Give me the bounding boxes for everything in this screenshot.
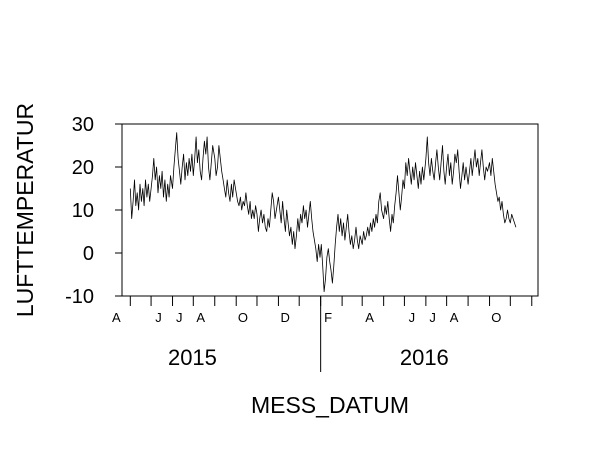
y-axis-label: LUFTTEMPERATUR bbox=[12, 103, 38, 317]
plot-frame bbox=[121, 123, 539, 297]
x-tick-label: J bbox=[176, 310, 183, 325]
year-label: 2015 bbox=[168, 345, 217, 370]
y-tick-label: 0 bbox=[83, 243, 94, 265]
x-tick-label: J bbox=[409, 310, 416, 325]
y-tick-label: -10 bbox=[65, 286, 94, 308]
x-tick-label: A bbox=[112, 310, 121, 325]
temperature-series-line bbox=[129, 132, 517, 293]
year-axis: 2015 2016 bbox=[168, 296, 449, 372]
y-tick-label: 10 bbox=[72, 200, 94, 222]
x-tick-label: A bbox=[450, 310, 459, 325]
x-tick-label: A bbox=[196, 310, 205, 325]
x-tick-label: O bbox=[491, 310, 501, 325]
y-tick-label: 20 bbox=[72, 157, 94, 179]
y-axis: -10 0 10 20 30 bbox=[65, 114, 122, 308]
x-tick-label: A bbox=[365, 310, 374, 325]
x-tick-label: F bbox=[324, 310, 332, 325]
series-layer bbox=[129, 132, 517, 293]
y-tick-label: 30 bbox=[72, 114, 94, 136]
x-tick-label: O bbox=[238, 310, 248, 325]
x-tick-label: D bbox=[281, 310, 290, 325]
year-label: 2016 bbox=[400, 345, 449, 370]
x-tick-label: J bbox=[429, 310, 436, 325]
x-axis-label: MESS_DATUM bbox=[251, 392, 409, 418]
x-tick-label: J bbox=[155, 310, 162, 325]
